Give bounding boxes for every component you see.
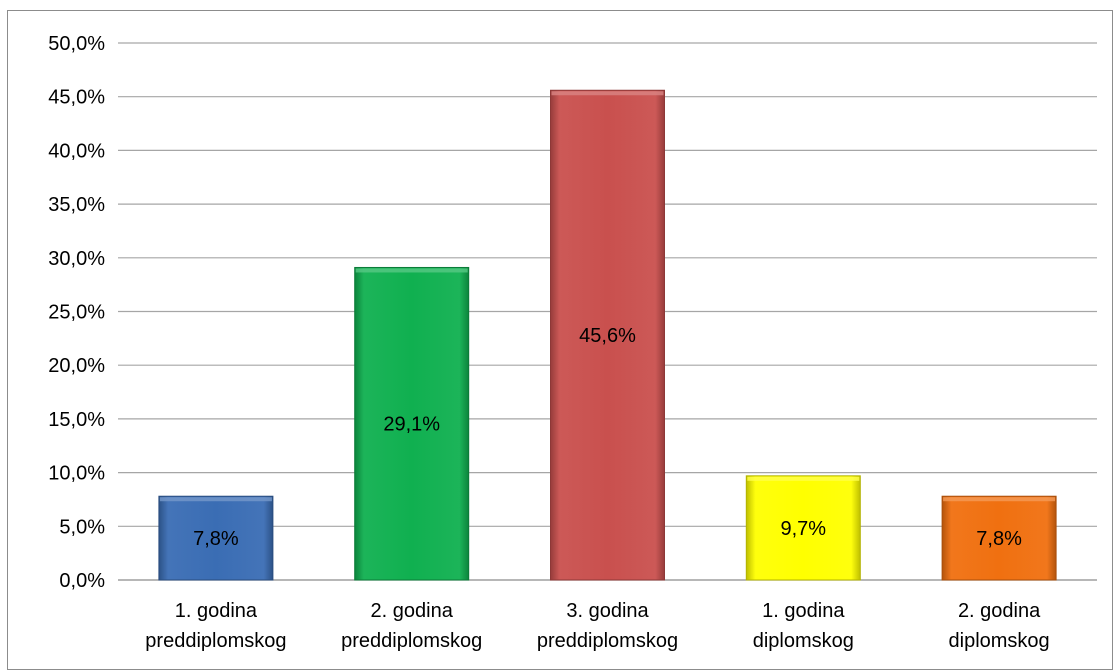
data-label: 9,7% bbox=[781, 518, 827, 540]
x-tick-label: preddiplomskog bbox=[145, 630, 286, 652]
data-labels: 7,8% 29,1% 45,6% 9,7% 7,8% bbox=[193, 325, 1022, 550]
data-label: 7,8% bbox=[193, 528, 239, 550]
bar bbox=[158, 495, 274, 581]
x-tick-label: diplomskog bbox=[949, 630, 1050, 652]
x-tick-label: diplomskog bbox=[753, 630, 854, 652]
data-label: 45,6% bbox=[579, 325, 636, 347]
x-tick-label: 2. godina bbox=[958, 600, 1041, 622]
x-tick-label: preddiplomskog bbox=[537, 630, 678, 652]
y-tick-label: 10,0% bbox=[48, 463, 105, 485]
x-tick-label: 3. godina bbox=[566, 600, 649, 622]
x-axis: 1. godina preddiplomskog 2. godina preddipl… bbox=[145, 600, 1049, 652]
x-tick-label: 1. godina bbox=[762, 600, 845, 622]
bar-bevel bbox=[355, 268, 468, 273]
y-tick-label: 30,0% bbox=[48, 248, 105, 270]
bar-bevel bbox=[159, 497, 272, 502]
y-tick-label: 5,0% bbox=[59, 516, 105, 538]
x-tick-label: 1. godina bbox=[175, 600, 258, 622]
y-tick-label: 40,0% bbox=[48, 140, 105, 162]
x-tick-label: preddiplomskog bbox=[341, 630, 482, 652]
y-tick-label: 45,0% bbox=[48, 87, 105, 109]
y-tick-label: 35,0% bbox=[48, 194, 105, 216]
x-tick-label: 2. godina bbox=[371, 600, 454, 622]
bar-bevel bbox=[747, 476, 860, 481]
bar bbox=[745, 475, 861, 581]
y-tick-label: 15,0% bbox=[48, 409, 105, 431]
y-tick-label: 0,0% bbox=[59, 570, 105, 592]
bar bbox=[941, 495, 1057, 581]
y-axis: 0,0% 5,0% 10,0% 15,0% 20,0% 25,0% 30,0% 35,0% 40… bbox=[48, 33, 105, 592]
y-tick-label: 20,0% bbox=[48, 355, 105, 377]
bar-bevel bbox=[943, 497, 1056, 502]
bar bbox=[354, 266, 470, 581]
y-tick-label: 50,0% bbox=[48, 33, 105, 55]
bars bbox=[158, 89, 1057, 581]
y-tick-label: 25,0% bbox=[48, 302, 105, 324]
bar-bevel bbox=[551, 91, 664, 96]
data-label: 29,1% bbox=[383, 414, 440, 436]
data-label: 7,8% bbox=[976, 528, 1022, 550]
bar bbox=[550, 89, 665, 581]
